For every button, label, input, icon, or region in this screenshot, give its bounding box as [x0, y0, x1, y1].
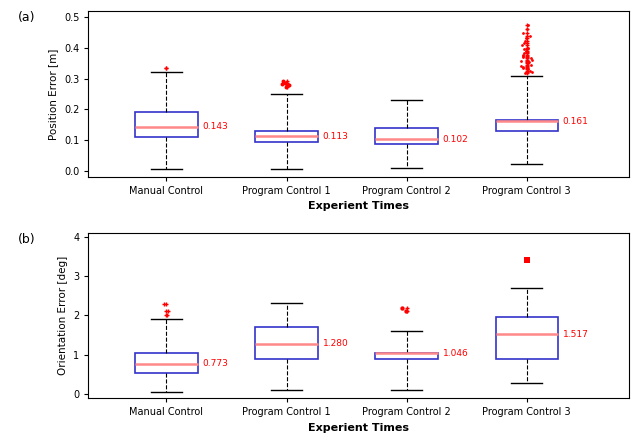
Point	[519, 40, 529, 47]
Point	[520, 70, 531, 77]
Point	[518, 65, 528, 72]
Point	[161, 64, 172, 71]
Point	[516, 62, 527, 69]
Text: 0.773: 0.773	[202, 359, 228, 369]
Point	[281, 83, 291, 91]
Text: 0.113: 0.113	[323, 131, 349, 141]
PathPatch shape	[495, 120, 558, 131]
Point	[163, 308, 173, 315]
Point	[518, 29, 528, 36]
Point	[526, 61, 536, 68]
Y-axis label: Position Error [m]: Position Error [m]	[49, 48, 58, 140]
X-axis label: Experient Times: Experient Times	[308, 202, 409, 211]
Point	[522, 25, 532, 32]
Point	[284, 82, 294, 89]
PathPatch shape	[376, 353, 438, 359]
Point	[527, 56, 538, 63]
Point	[522, 49, 532, 56]
Point	[159, 301, 170, 308]
Point	[276, 80, 287, 87]
Point	[527, 68, 538, 75]
Text: 1.517: 1.517	[563, 330, 589, 339]
Point	[518, 52, 528, 59]
Text: 0.102: 0.102	[443, 135, 468, 144]
Point	[522, 257, 532, 264]
Point	[523, 60, 533, 67]
Point	[516, 57, 526, 64]
Text: (b): (b)	[18, 233, 36, 246]
Point	[520, 37, 531, 44]
Text: 1.280: 1.280	[323, 339, 348, 349]
Point	[162, 311, 172, 318]
Point	[523, 21, 533, 28]
Point	[521, 35, 531, 42]
PathPatch shape	[135, 353, 198, 373]
Text: 1.046: 1.046	[443, 349, 468, 357]
Point	[518, 54, 529, 61]
Point	[278, 78, 288, 85]
Text: 0.161: 0.161	[563, 117, 589, 126]
Point	[519, 50, 529, 57]
Text: 0.143: 0.143	[202, 122, 228, 131]
Point	[519, 46, 529, 53]
Point	[517, 42, 527, 49]
Point	[397, 304, 407, 311]
Point	[401, 308, 411, 315]
Point	[525, 55, 536, 62]
Point	[521, 48, 531, 55]
Point	[518, 51, 528, 58]
PathPatch shape	[376, 128, 438, 144]
PathPatch shape	[255, 327, 318, 359]
PathPatch shape	[135, 112, 198, 137]
Point	[523, 66, 533, 73]
PathPatch shape	[255, 131, 318, 142]
Text: (a): (a)	[18, 11, 36, 24]
X-axis label: Experient Times: Experient Times	[308, 423, 409, 433]
PathPatch shape	[495, 317, 558, 359]
Y-axis label: Orientation Error [deg]: Orientation Error [deg]	[58, 256, 68, 375]
Point	[524, 67, 534, 74]
Point	[524, 59, 534, 66]
Point	[525, 32, 535, 39]
Point	[523, 44, 533, 52]
Point	[518, 63, 528, 71]
Point	[280, 79, 290, 86]
